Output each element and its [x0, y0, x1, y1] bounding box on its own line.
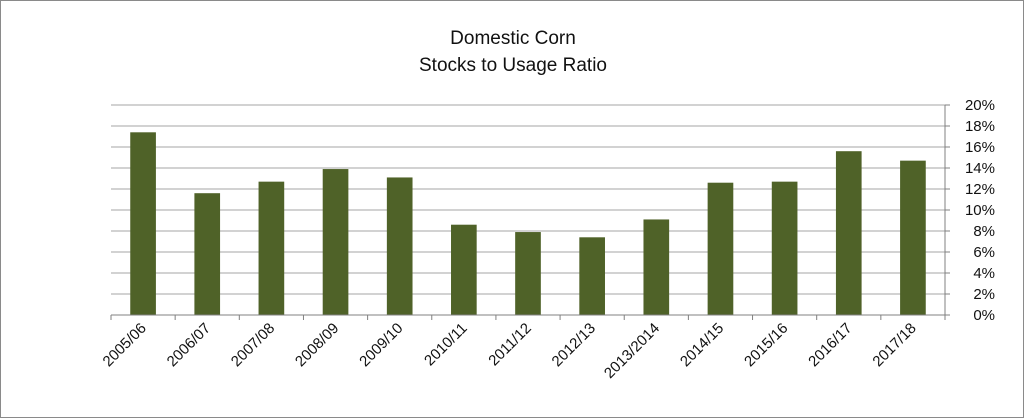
y-tick-label: 12% — [965, 181, 995, 198]
x-tick-label: 2013/2014 — [601, 320, 663, 382]
bar — [643, 219, 670, 315]
bar — [579, 237, 605, 315]
y-tick-label: 6% — [973, 244, 995, 261]
y-tick-label: 0% — [973, 307, 995, 324]
y-tick-label: 14% — [965, 160, 995, 177]
bar — [451, 224, 477, 315]
x-tick-label: 2011/12 — [485, 320, 535, 370]
bar-series — [130, 132, 926, 315]
chart-title-line-1: Domestic Corn — [450, 28, 576, 49]
bar — [194, 193, 221, 315]
axes — [110, 105, 946, 320]
x-tick-label: 2015/16 — [741, 320, 791, 370]
bar — [707, 182, 734, 315]
bar — [515, 232, 541, 315]
x-tick-label: 2007/08 — [228, 320, 278, 370]
y-tick-label: 18% — [965, 118, 995, 135]
x-tick-label: 2012/13 — [549, 320, 599, 370]
x-tick-label: 2014/15 — [677, 320, 727, 370]
bar — [258, 181, 285, 315]
bar — [900, 160, 926, 315]
x-tick-label: 2005/06 — [100, 320, 150, 370]
y-tick-label: 20% — [965, 97, 995, 114]
bar — [771, 181, 798, 315]
x-tick-label: 2016/17 — [805, 320, 855, 370]
chart-title-line-2: Stocks to Usage Ratio — [419, 55, 607, 76]
x-tick-label: 2006/07 — [164, 320, 214, 370]
y-tick-label: 2% — [973, 286, 995, 303]
bar — [386, 177, 413, 315]
x-tick-label: 2010/11 — [421, 320, 471, 370]
y-axis-tick-labels: 0% 2% 4% 6% 8% 10% 12% 14% 16% 18% 20% — [965, 97, 995, 324]
x-axis-tick-labels: 2005/06 2006/07 2007/08 2008/09 2009/10 2010/… — [100, 320, 920, 382]
y-tick-label: 16% — [965, 139, 995, 156]
chart-title: Domestic Corn Stocks to Usage Ratio — [419, 28, 607, 76]
bar — [130, 132, 156, 315]
bar — [835, 151, 862, 315]
y-tick-label: 10% — [965, 202, 995, 219]
x-tick-label: 2008/09 — [292, 320, 342, 370]
y-tick-label: 4% — [973, 265, 995, 282]
y-tick-label: 8% — [973, 223, 995, 240]
bar — [322, 169, 349, 315]
x-tick-label: 2017/18 — [869, 320, 919, 370]
x-tick-label: 2009/10 — [356, 320, 406, 370]
